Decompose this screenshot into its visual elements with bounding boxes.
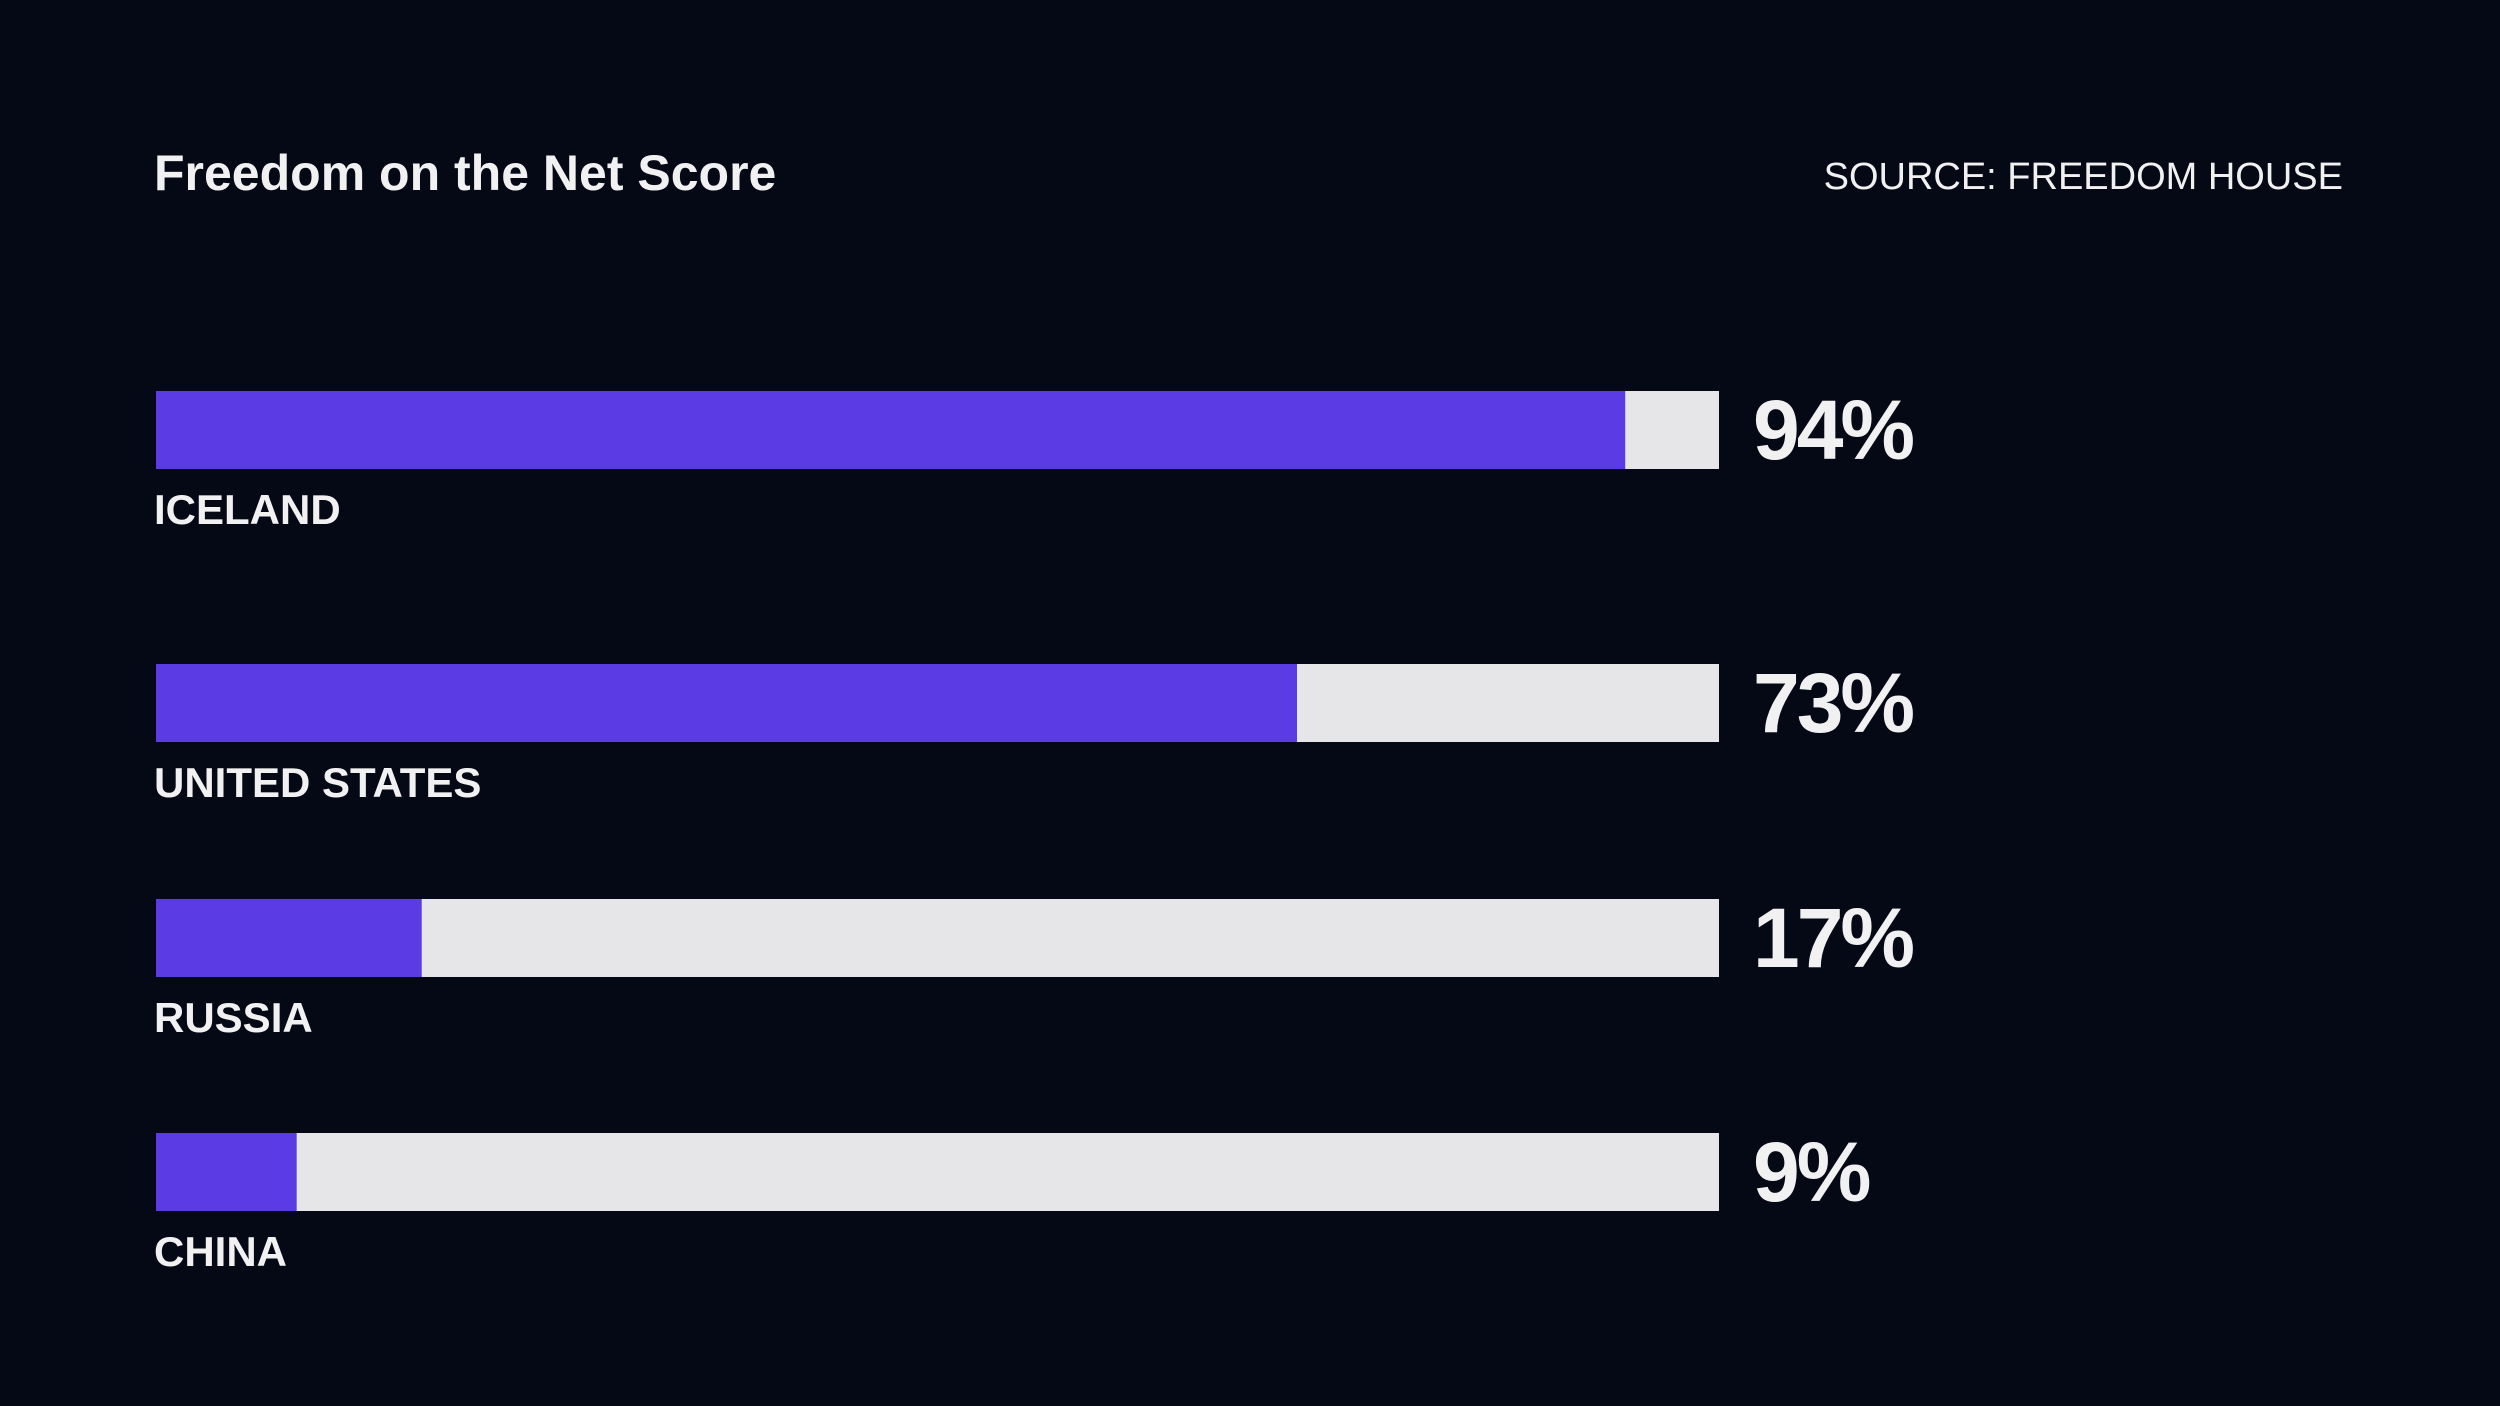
value-label-iceland: 94%	[1753, 383, 1915, 477]
source-label: SOURCE: FREEDOM HOUSE	[1823, 156, 2343, 198]
bar-united-states	[156, 664, 1297, 742]
bar-track-china	[156, 1133, 1719, 1211]
bar-china	[156, 1133, 297, 1211]
value-label-russia: 17%	[1753, 891, 1915, 985]
category-label-iceland: ICELAND	[154, 486, 341, 533]
value-label-united-states: 73%	[1753, 656, 1915, 750]
category-label-russia: RUSSIA	[154, 994, 313, 1041]
value-label-china: 9%	[1753, 1125, 1871, 1219]
category-label-china: CHINA	[154, 1228, 287, 1275]
bar-russia	[156, 899, 422, 977]
bar-iceland	[156, 391, 1626, 469]
chart-title: Freedom on the Net Score	[154, 145, 777, 201]
category-label-united-states: UNITED STATES	[154, 759, 482, 806]
